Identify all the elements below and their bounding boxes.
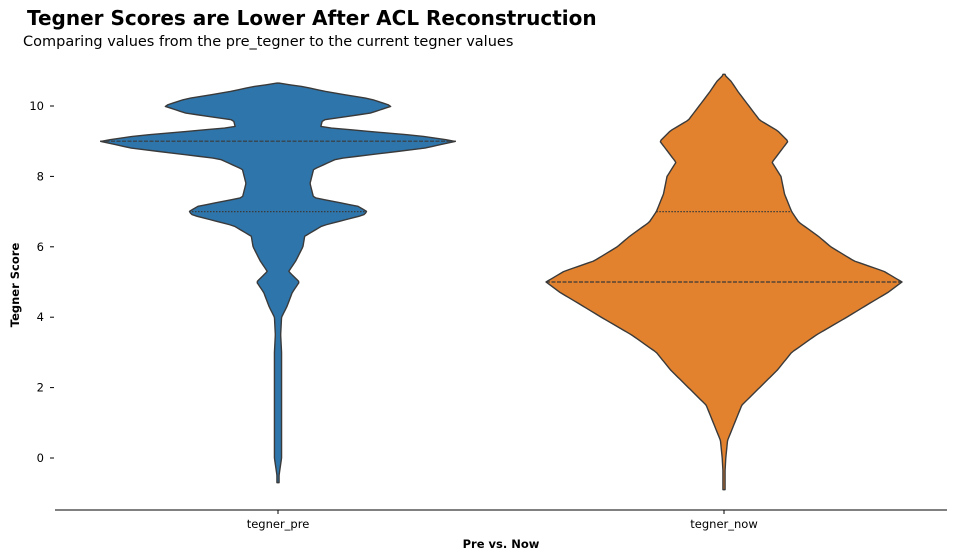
violin-tegner-pre	[100, 82, 456, 484]
chart-subtitle: Comparing values from the pre_tegner to …	[23, 34, 514, 50]
y-tick-label: 8	[37, 169, 44, 183]
x-axis-label: Pre vs. Now	[463, 537, 540, 551]
y-tick-label: 10	[29, 99, 44, 113]
x-axis: tegner_pre tegner_now	[247, 510, 758, 531]
y-axis-label: Tegner Score	[8, 243, 22, 328]
violin-group	[100, 73, 903, 491]
chart-title: Tegner Scores are Lower After ACL Recons…	[27, 6, 597, 30]
x-tick-label-tegner-now: tegner_now	[690, 517, 757, 531]
y-tick-label: 4	[37, 310, 44, 324]
y-tick-label: 0	[37, 451, 44, 465]
y-axis: 0 2 4 6 8 10	[29, 99, 54, 465]
y-tick-label: 2	[37, 381, 44, 395]
x-tick-label-tegner-pre: tegner_pre	[247, 517, 310, 531]
y-tick-label: 6	[37, 240, 44, 254]
